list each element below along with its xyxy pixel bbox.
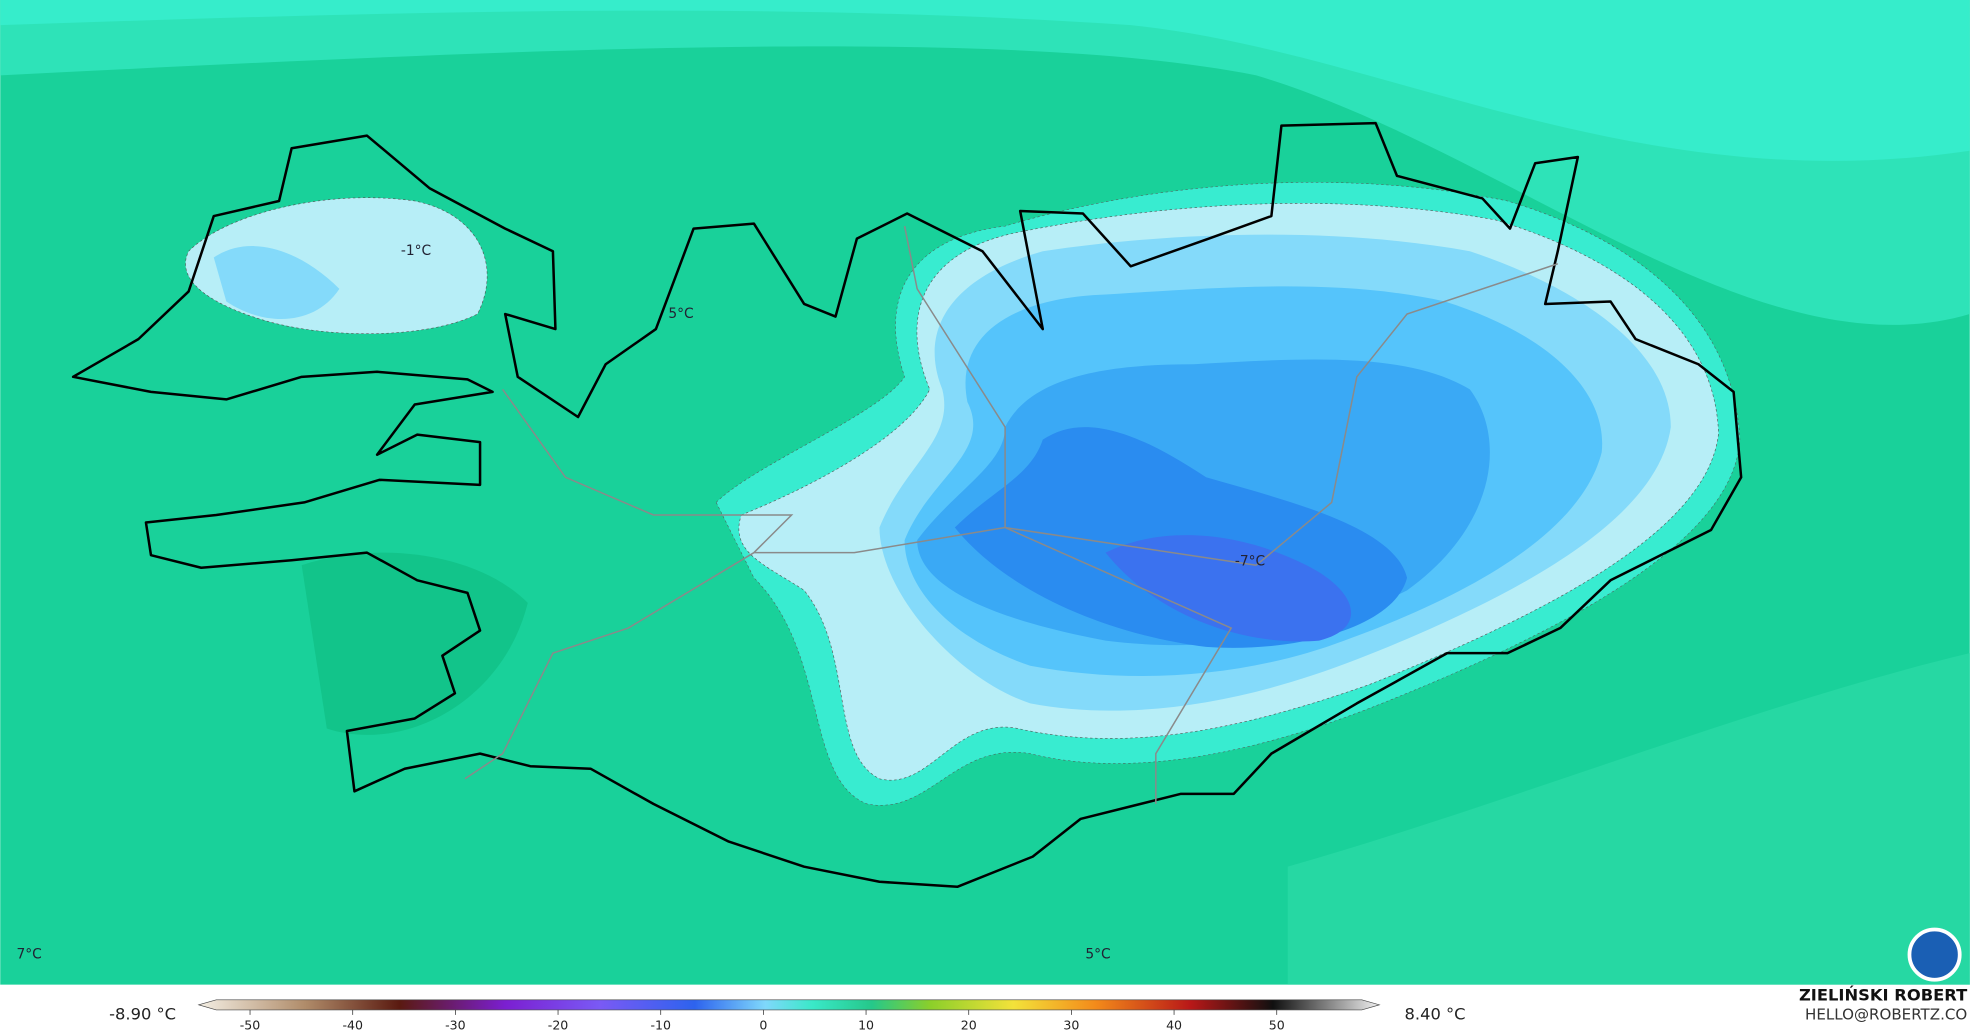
map-label: 7°C [16,947,41,963]
zone [301,552,528,735]
colorbar-tick-label: 20 [961,1018,977,1033]
warm-zone [0,0,1970,161]
map-label: 5°C [1085,947,1110,963]
colorbar-tick-label: -50 [240,1018,261,1033]
colorbar-tick-label: 0 [759,1018,767,1033]
map-label: -1°C [401,243,431,259]
zone [1287,653,1970,985]
credit-name: ZIELIŃSKI ROBERT [1799,986,1968,1005]
map-label: -7°C [1235,553,1265,569]
contour-zone [1105,535,1352,642]
colorbar [197,999,1381,1011]
colorbar-tick-label: 50 [1269,1018,1285,1033]
colorbar-tick-label: -30 [445,1018,466,1033]
max-label: 8.40 °C [1405,1004,1466,1023]
map: -1°C 5°C -7°C 7°C 5°C [0,0,1970,985]
colorbar-tick-label: 30 [1063,1018,1079,1033]
road [464,225,1559,804]
min-label: -8.90 °C [109,1004,176,1023]
noaa-logo [1907,927,1962,982]
map-label: 5°C [668,306,693,322]
colorbar-tick-label: -20 [548,1018,569,1033]
colorbar-tick-label: 40 [1166,1018,1182,1033]
colorbar-tick-label: -10 [650,1018,671,1033]
colorbar-tick-label: 10 [858,1018,874,1033]
contour-zone [213,246,340,319]
credit-email: HELLO@ROBERTZ.CO [1805,1005,1967,1023]
colorbar-tick-label: -40 [342,1018,363,1033]
coastline [71,121,1743,889]
